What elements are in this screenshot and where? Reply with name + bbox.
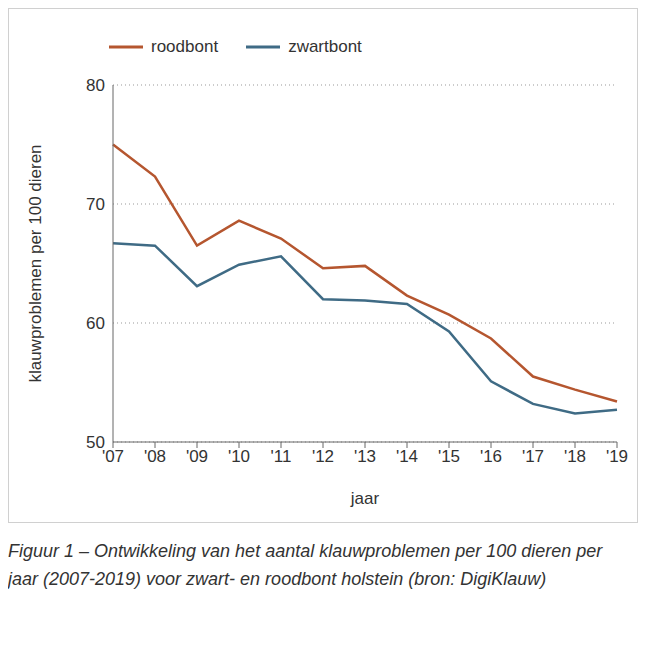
svg-text:'07: '07: [102, 447, 124, 466]
html-text:Figuur 1 – Ontwikkeling van he: Figuur 1 – Ontwikkeling van het aantal k…: [8, 541, 603, 589]
svg-text:'14: '14: [396, 447, 418, 466]
svg-text:'10: '10: [228, 447, 250, 466]
html-text:zwartbont: zwartbont: [288, 37, 362, 56]
svg-text:70: 70: [86, 195, 105, 214]
svg-text:60: 60: [86, 314, 105, 333]
svg-text:'09: '09: [186, 447, 208, 466]
svg-text:klauwproblemen per 100 dieren: klauwproblemen per 100 dieren: [26, 144, 45, 382]
html-text:roodbont: roodbont: [151, 37, 219, 56]
svg-text:'17: '17: [522, 447, 544, 466]
svg-text:'15: '15: [438, 447, 460, 466]
svg-text:'13: '13: [354, 447, 376, 466]
svg-text:'16: '16: [480, 447, 502, 466]
svg-text:80: 80: [86, 76, 105, 95]
svg-text:'11: '11: [271, 447, 292, 466]
svg-text:'18: '18: [564, 447, 586, 466]
svg-text:jaar: jaar: [350, 489, 380, 508]
svg-text:'19: '19: [606, 447, 628, 466]
svg-text:'12: '12: [312, 447, 334, 466]
svg-text:'08: '08: [144, 447, 166, 466]
svg-text:50: 50: [86, 433, 105, 452]
